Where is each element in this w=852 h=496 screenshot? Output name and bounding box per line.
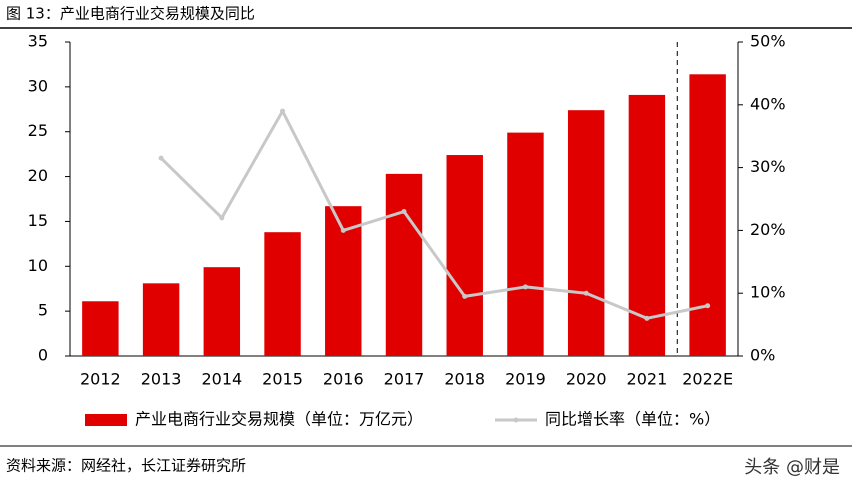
line-point — [219, 215, 225, 221]
legend-swatch — [85, 414, 127, 426]
x-tick-label: 2019 — [505, 370, 546, 389]
line-point — [280, 108, 286, 114]
x-tick-label: 2015 — [262, 370, 303, 389]
x-tick-label: 2012 — [80, 370, 121, 389]
bar — [203, 267, 241, 356]
source: 资料来源：网经社，长江证券研究所 — [6, 457, 246, 475]
x-tick-label: 2017 — [384, 370, 425, 389]
line — [160, 109, 708, 320]
y-tick-label: 35 — [28, 32, 48, 51]
x-tick-label: 2020 — [566, 370, 607, 389]
bar — [385, 173, 423, 356]
y2-tick-label: 20% — [750, 220, 786, 239]
line-point — [340, 227, 346, 233]
y-tick-label: 25 — [28, 121, 48, 140]
line-point — [583, 290, 589, 296]
x-tick-label: 2018 — [444, 370, 485, 389]
y-tick-label: 15 — [28, 211, 48, 230]
y2-tick-label: 50% — [750, 32, 786, 51]
y-tick-label: 30 — [28, 76, 48, 95]
y2-tick-label: 30% — [750, 157, 786, 176]
bar — [264, 232, 301, 356]
y-tick-label: 20 — [28, 166, 48, 185]
bar — [507, 132, 544, 356]
line-point — [401, 209, 407, 215]
y2-tick-label: 40% — [750, 94, 786, 113]
x-tick-label: 2021 — [627, 370, 668, 389]
line-point — [705, 303, 711, 309]
line-point — [158, 155, 164, 161]
bar — [446, 155, 483, 356]
legend-label: 同比增长率（单位：%） — [545, 410, 720, 429]
bar — [689, 74, 726, 356]
y-tick-label: 10 — [28, 256, 48, 275]
legend-label: 产业电商行业交易规模（单位：万亿元） — [135, 410, 423, 429]
x-tick-label: 2014 — [201, 370, 242, 389]
line-point — [522, 284, 528, 290]
line-point — [644, 315, 650, 321]
watermark: 头条 @财是 — [744, 457, 840, 478]
y2-tick-label: 10% — [750, 283, 786, 302]
chart-title: 图 13：产业电商行业交易规模及同比 — [6, 5, 255, 23]
x-tick-label: 2022E — [682, 370, 733, 389]
legend-swatch-point — [513, 417, 519, 423]
y2-tick-label: 0% — [750, 346, 775, 365]
y-tick-label: 5 — [38, 301, 48, 320]
y-tick-label: 0 — [38, 346, 48, 365]
x-tick-label: 2016 — [323, 370, 364, 389]
bar — [82, 301, 119, 356]
line-point — [462, 293, 468, 299]
bar — [567, 110, 605, 356]
x-tick-label: 2013 — [141, 370, 182, 389]
bar — [142, 283, 180, 356]
